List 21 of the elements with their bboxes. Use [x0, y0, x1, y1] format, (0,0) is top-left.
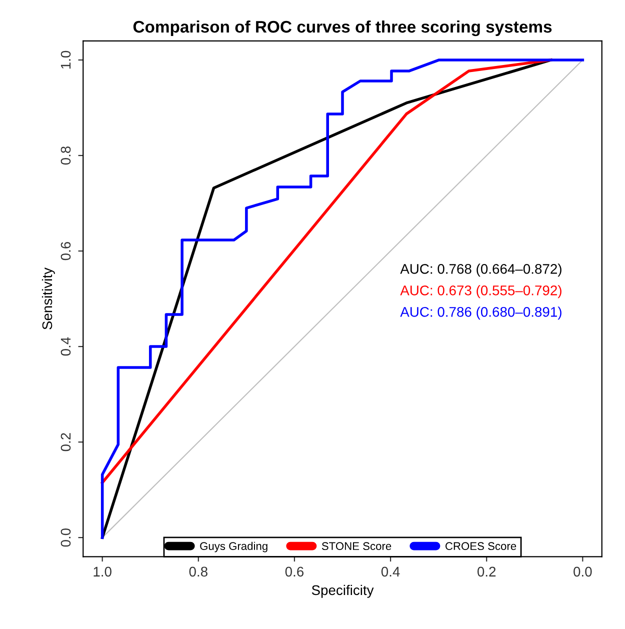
x-tick-label: 0.6	[285, 566, 304, 577]
y-tick-label: 0.4	[60, 337, 71, 356]
y-tick-label: 1.0	[60, 50, 71, 69]
y-axis-title: Sensitivity	[42, 268, 55, 330]
legend-label: STONE Score	[322, 542, 392, 550]
y-tick-label: 0.2	[60, 433, 71, 452]
x-tick-label: 0.4	[381, 566, 400, 577]
y-tick-label: 0.6	[60, 242, 71, 260]
x-tick-label: 0.8	[189, 566, 208, 577]
annotation: AUC: 0.673 (0.555–0.792)	[400, 285, 562, 298]
annotation: AUC: 0.768 (0.664–0.872)	[400, 264, 562, 277]
y-tick-label: 0.0	[60, 528, 71, 547]
y-tick-label: 0.8	[60, 146, 71, 165]
legend-label: CROES Score	[446, 542, 516, 550]
x-tick-label: 0.2	[477, 566, 496, 577]
annotation: AUC: 0.786 (0.680–0.891)	[400, 306, 562, 320]
x-tick-label: 0.0	[574, 566, 592, 577]
x-tick-label: 1.0	[94, 566, 112, 577]
x-axis-title: Specificity	[312, 584, 374, 598]
legend-label: Guys Grading	[200, 542, 268, 552]
chart-title: Comparison of ROC curves of three scoring systems	[133, 20, 552, 36]
